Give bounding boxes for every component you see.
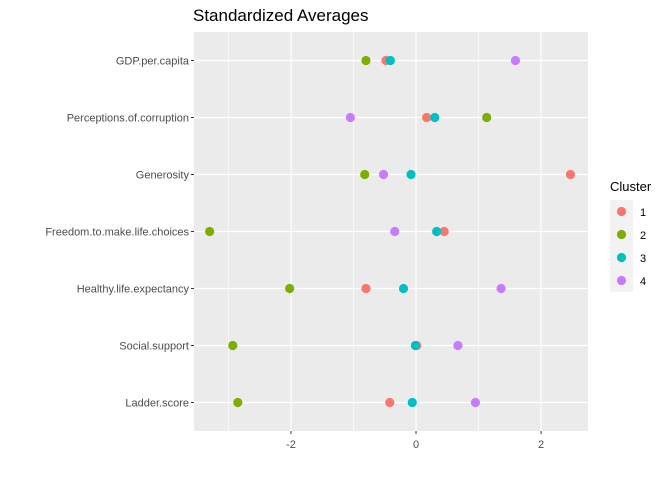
data-point-cluster-4 <box>510 55 521 66</box>
data-point-cluster-4 <box>496 283 506 294</box>
data-point-cluster-2 <box>228 340 238 351</box>
data-point-cluster-4 <box>453 340 463 351</box>
data-point-cluster-1 <box>439 226 449 237</box>
legend-key-cluster-1 <box>616 206 627 217</box>
data-point-cluster-2 <box>482 112 492 123</box>
legend-label: 2 <box>640 230 646 242</box>
data-point-cluster-3 <box>432 226 442 237</box>
y-tick-label: Perceptions.of.corruption <box>67 113 189 125</box>
data-point-cluster-2 <box>285 283 295 294</box>
y-tick-label: GDP.per.capita <box>116 56 190 68</box>
legend-label: 3 <box>640 253 646 265</box>
legend-title: Cluster <box>610 179 652 194</box>
data-point-cluster-3 <box>385 55 395 66</box>
data-point-cluster-3 <box>430 112 440 123</box>
y-tick-label: Generosity <box>136 170 190 182</box>
data-point-cluster-2 <box>360 169 370 180</box>
data-point-cluster-4 <box>470 397 481 408</box>
data-point-cluster-1 <box>422 112 432 123</box>
y-tick-label: Healthy.life.expectancy <box>77 284 190 296</box>
legend-label: 4 <box>640 276 646 288</box>
chart-title: Standardized Averages <box>193 6 369 25</box>
data-point-cluster-1 <box>565 169 576 180</box>
data-point-cluster-2 <box>205 226 215 237</box>
data-point-cluster-4 <box>378 169 389 180</box>
data-point-cluster-3 <box>407 397 417 408</box>
y-tick-label: Social.support <box>119 341 189 353</box>
legend-key-cluster-2 <box>616 229 627 240</box>
x-tick-label: 0 <box>413 439 419 451</box>
data-point-cluster-1 <box>385 397 395 408</box>
data-point-cluster-4 <box>390 226 400 237</box>
data-point-cluster-1 <box>361 283 371 294</box>
x-tick-label: 2 <box>538 439 544 451</box>
legend-key-cluster-4 <box>616 275 627 286</box>
legend-key-cluster-3 <box>616 252 627 263</box>
y-tick-label: Freedom.to.make.life.choices <box>45 227 189 239</box>
data-point-cluster-3 <box>410 340 420 351</box>
data-point-cluster-2 <box>361 55 371 66</box>
data-point-cluster-3 <box>406 169 416 180</box>
data-point-cluster-4 <box>345 112 355 123</box>
y-tick-label: Ladder.score <box>125 398 189 410</box>
data-point-cluster-3 <box>398 283 409 294</box>
x-tick-label: -2 <box>286 439 296 451</box>
data-point-cluster-2 <box>233 397 243 408</box>
legend-label: 1 <box>640 207 646 219</box>
